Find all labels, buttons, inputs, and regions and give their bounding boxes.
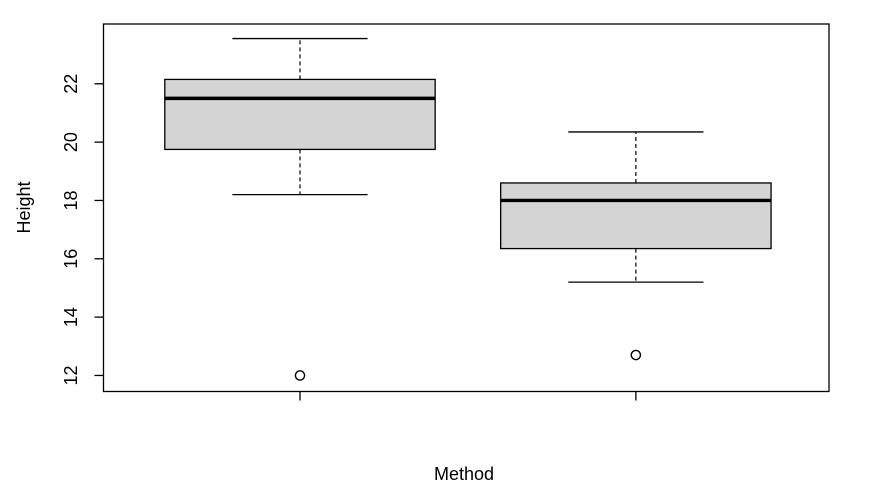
box-rect — [164, 78, 436, 151]
y-tick-label: 22 — [61, 74, 81, 94]
outlier-point — [294, 370, 306, 381]
x-axis-label: Method — [434, 464, 494, 484]
y-tick-label: 14 — [61, 307, 81, 327]
plot-content: 12 14 16 18 20 22 — [61, 23, 830, 401]
y-tick-label: 16 — [61, 249, 81, 269]
plot-border — [102, 23, 830, 393]
y-tick-label: 18 — [61, 190, 81, 210]
box-rect — [500, 182, 772, 250]
y-tick-label: 12 — [61, 365, 81, 385]
y-tick-label: 20 — [61, 132, 81, 152]
box-group-2 — [500, 131, 772, 401]
box-group-1 — [164, 37, 436, 401]
y-axis-label: Height — [14, 181, 34, 233]
outlier-point — [630, 349, 642, 361]
